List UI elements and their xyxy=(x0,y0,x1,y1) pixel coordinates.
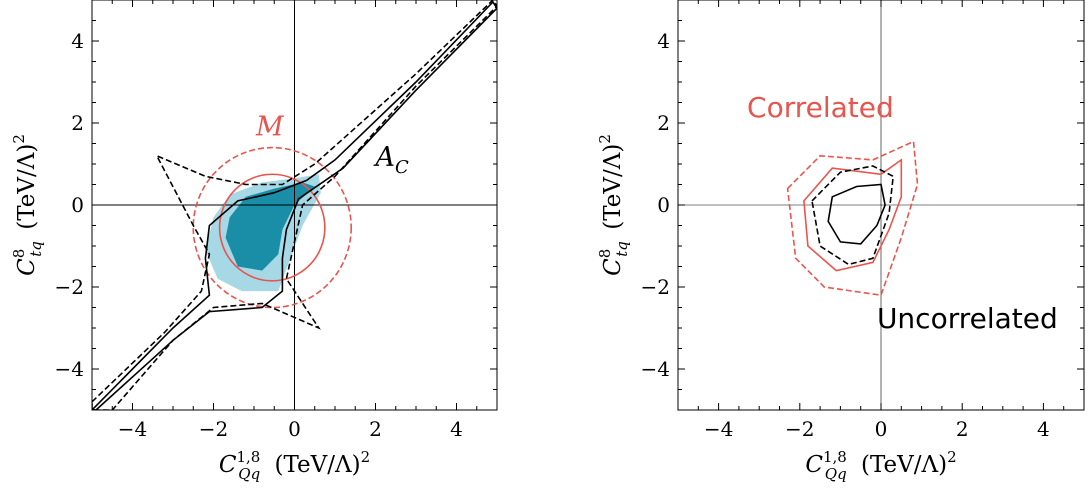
a-c-solid-contour xyxy=(92,0,497,410)
y-tick-label: 4 xyxy=(657,29,670,53)
x-tick-label: −2 xyxy=(199,417,228,441)
x-tick-label: 0 xyxy=(875,417,888,441)
annotation-label: AC xyxy=(373,142,410,178)
uncorrelated-solid-contour xyxy=(827,183,886,245)
y-tick-label: 0 xyxy=(657,193,670,217)
annotation-label: Correlated xyxy=(747,91,894,124)
y-axis-label: C8tq (TeV/Λ)2 xyxy=(10,134,45,276)
y-tick-label: 2 xyxy=(71,111,84,135)
x-axis-label: C1,8 Qq (TeV/Λ)2 xyxy=(219,448,370,483)
filled-inner-region xyxy=(225,182,315,271)
x-tick-label: 4 xyxy=(1037,417,1050,441)
correlated-dashed-contour xyxy=(786,140,919,297)
uncorrelated-dashed-contour xyxy=(811,165,895,266)
m-dashed-contour xyxy=(192,146,352,309)
y-tick-label: −4 xyxy=(641,357,670,381)
a-c-dashed-contour xyxy=(92,0,497,410)
x-tick-label: 0 xyxy=(288,417,301,441)
x-tick-label: 4 xyxy=(450,417,463,441)
y-tick-label: 2 xyxy=(657,111,670,135)
x-tick-label: −4 xyxy=(704,417,733,441)
plot-area xyxy=(678,0,1084,410)
annotation-label: Uncorrelated xyxy=(877,302,1058,335)
x-axis-label: C1,8 Qq (TeV/Λ)2 xyxy=(805,448,956,483)
y-axis-label: C8tq (TeV/Λ)2 xyxy=(596,134,631,276)
y-tick-label: 0 xyxy=(71,193,84,217)
x-tick-label: 2 xyxy=(956,417,969,441)
y-tick-label: 4 xyxy=(71,29,84,53)
x-tick-label: −2 xyxy=(785,417,814,441)
m-solid-contour xyxy=(218,173,326,282)
annotation-label: M xyxy=(255,111,285,142)
y-tick-label: −2 xyxy=(55,275,84,299)
correlated-solid-contour xyxy=(803,158,903,272)
left-contour-plot: −4 −2 0 2 4 −4 −2 0 2 4 C1,8 Qq (TeV/Λ)2 C8tq (TeV/Λ… xyxy=(10,0,498,483)
y-tick-label: −4 xyxy=(55,357,84,381)
right-contour-plot: −4 −2 0 2 4 −4 −2 0 2 4 C1,8 Qq (TeV/Λ)2 C8tq (TeV/Λ… xyxy=(596,0,1085,483)
x-tick-label: 2 xyxy=(369,417,382,441)
y-tick-label: −2 xyxy=(641,275,670,299)
plot-area xyxy=(92,0,497,410)
x-tick-label: −4 xyxy=(118,417,147,441)
